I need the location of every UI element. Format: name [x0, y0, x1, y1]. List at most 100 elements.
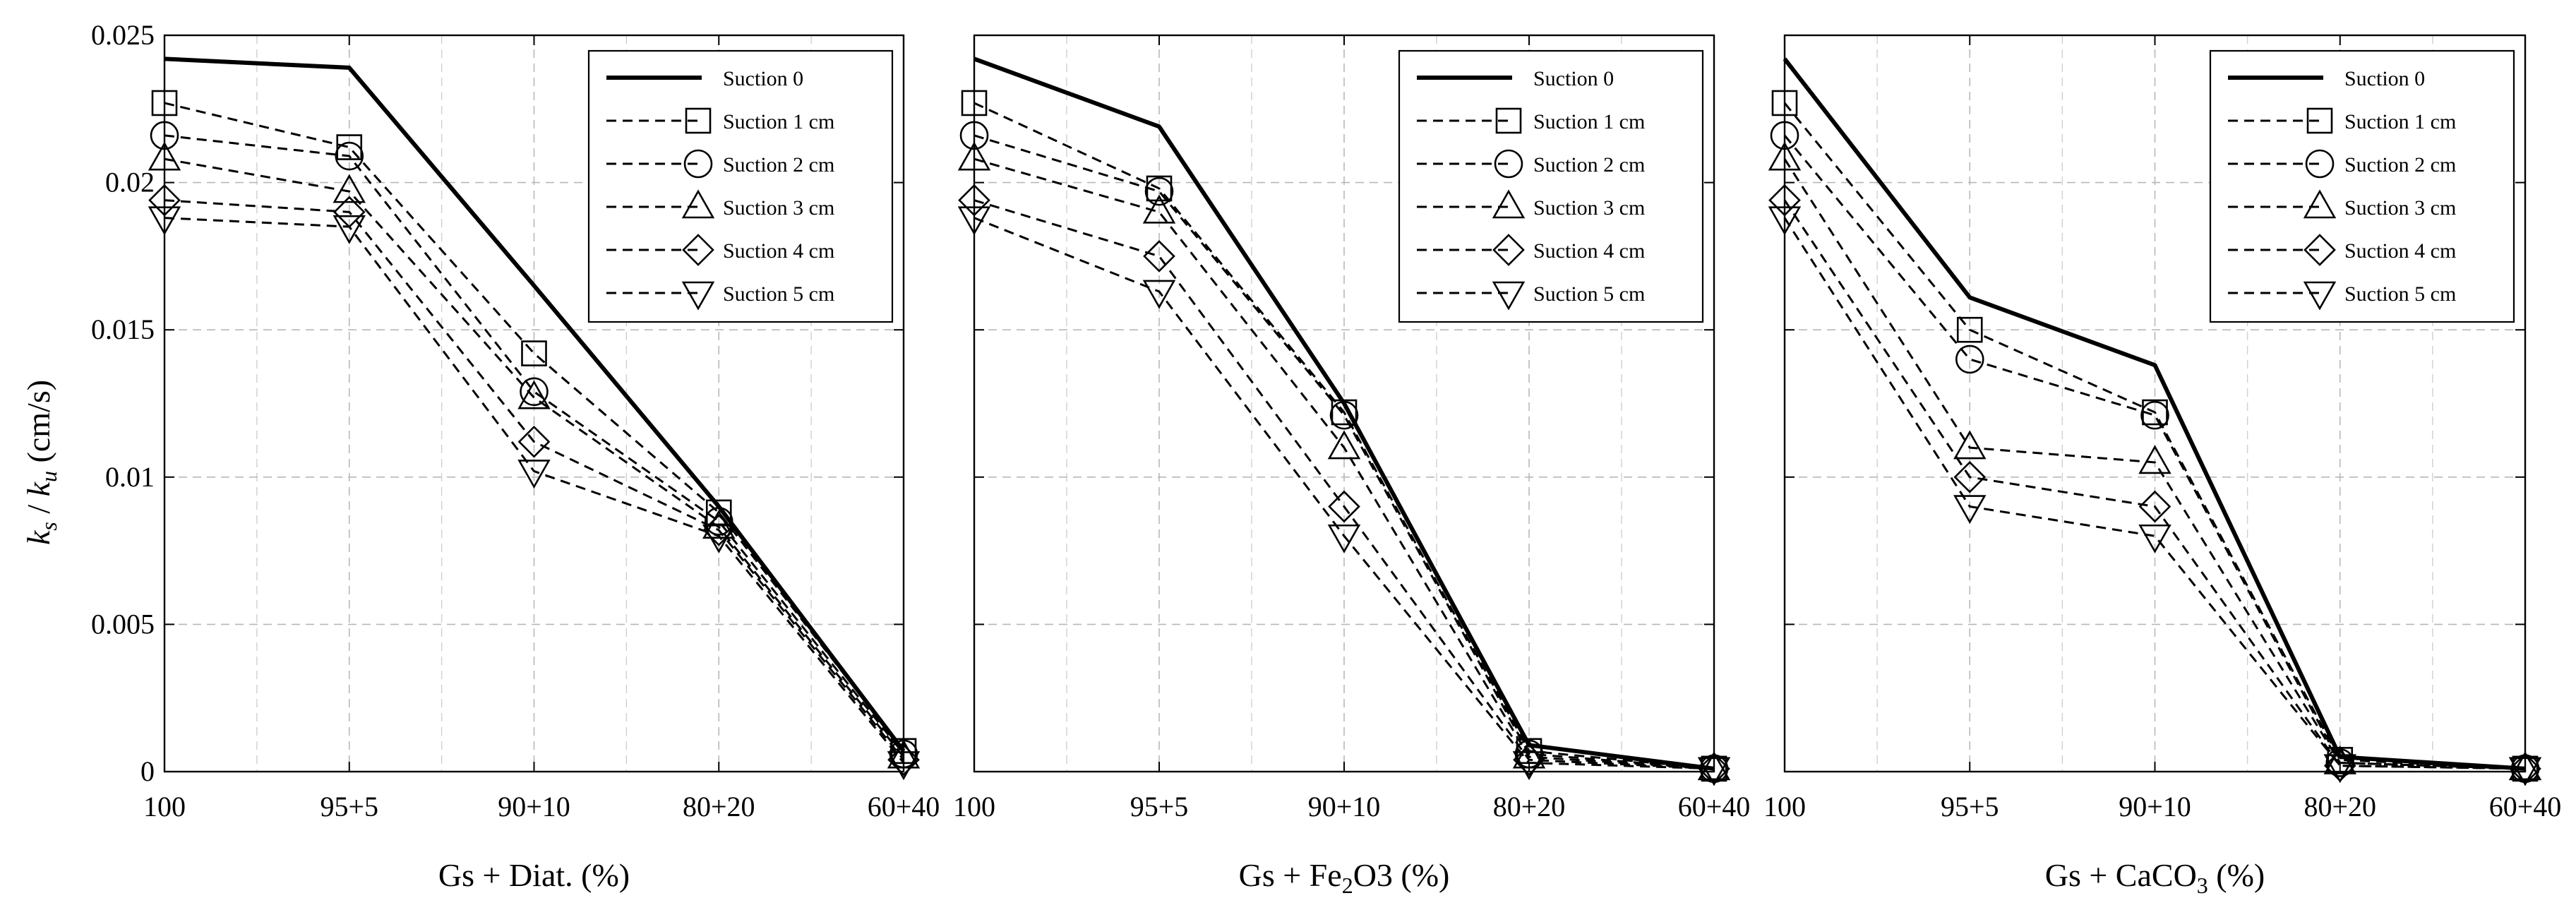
series-suction-0	[1783, 57, 2526, 771]
series-line	[974, 217, 1715, 770]
legend-label: Suction 2 cm	[723, 153, 834, 176]
legend-label: Suction 0	[2344, 67, 2425, 90]
data-point	[1955, 345, 1984, 374]
chart-panel-2: 100 95+5 90+10 80+20 60+40 Gs + Fe2O3 (%) Suct…	[953, 34, 1751, 898]
data-point	[702, 524, 736, 553]
series-suction-4-cm	[958, 184, 1730, 785]
x-tick-label: 60+40	[2489, 791, 2562, 822]
series-line	[164, 199, 905, 761]
x-axis-label: Gs + Diat. (%)	[438, 857, 630, 893]
series-line	[974, 134, 1715, 770]
legend-label: Suction 1 cm	[1533, 110, 1645, 133]
data-point	[1142, 194, 1176, 224]
data-point	[333, 174, 366, 203]
x-tick-label: 80+20	[683, 791, 755, 822]
y-tick-label: 0.01	[105, 461, 155, 493]
data-point	[150, 121, 179, 150]
data-point	[1770, 121, 1799, 150]
data-point	[521, 340, 547, 366]
series-suction-5-cm	[148, 206, 921, 781]
data-point	[2508, 757, 2542, 786]
data-point	[336, 134, 363, 160]
legend-marker	[685, 107, 712, 134]
y-tick-label: 0.015	[91, 313, 155, 345]
data-point	[1143, 240, 1175, 273]
data-point	[1513, 743, 1545, 777]
legend-box	[1398, 49, 1704, 323]
series-suction-3-cm	[1768, 141, 2542, 781]
data-point	[1768, 184, 1801, 217]
legend-marker	[1494, 149, 1523, 179]
y-axis-label: ks / ku (cm/s)	[20, 380, 61, 545]
data-point	[517, 425, 551, 458]
chart-panel-3: 100 95+5 90+10 80+20 60+40 Gs + CaCO3 (%) Suct…	[1763, 34, 2562, 898]
x-tick-label: 60+40	[868, 791, 940, 822]
data-point	[959, 121, 989, 150]
data-point	[1697, 757, 1731, 786]
data-point	[2138, 490, 2171, 523]
legend: Suction 0 Suction 1 cm Suction 2 cm Suction…	[1398, 49, 1704, 323]
data-point	[705, 499, 732, 526]
chart-panel-1: 0 0.005 0.01 0.015 0.02 0.025 100 95+5 90+10 80+2…	[91, 19, 940, 893]
data-point	[1953, 460, 1987, 493]
data-point	[957, 206, 991, 236]
x-tick-label: 95+5	[1130, 791, 1189, 822]
legend-marker	[1492, 234, 1525, 266]
x-tick-label: 95+5	[320, 791, 378, 822]
x-tick-label: 60+40	[1678, 791, 1751, 822]
data-point	[890, 738, 917, 765]
data-point	[1329, 400, 1359, 430]
data-point	[2508, 751, 2542, 781]
data-point	[151, 90, 178, 116]
x-tick-label: 80+20	[2304, 791, 2376, 822]
data-point	[517, 380, 551, 409]
legend-marker	[1492, 189, 1526, 219]
data-point	[2323, 745, 2356, 774]
legend-marker	[683, 149, 713, 179]
data-point	[148, 206, 181, 236]
legend-label: Suction 0	[723, 67, 803, 90]
series-line	[164, 157, 905, 758]
x-tick-label: 80+20	[1493, 791, 1566, 822]
legend: Suction 0 Suction 1 cm Suction 2 cm Suction…	[587, 49, 894, 323]
x-tick-label: 90+10	[498, 791, 570, 822]
data-point	[520, 377, 549, 407]
x-tick-label: 100	[1763, 791, 1806, 822]
series-suction-0	[164, 56, 906, 753]
data-point	[2323, 754, 2356, 784]
series-line	[973, 56, 1715, 771]
data-point	[2140, 400, 2169, 430]
legend: Suction 0 Suction 1 cm Suction 2 cm Suction…	[2209, 49, 2515, 323]
data-point	[148, 184, 181, 217]
data-point	[1327, 524, 1361, 553]
data-point	[1768, 206, 1802, 236]
x-tick-label: 95+5	[1941, 791, 1999, 822]
legend-marker	[681, 189, 715, 219]
data-point	[148, 141, 181, 171]
data-point	[1328, 490, 1360, 523]
legend-label: Suction 5 cm	[2344, 282, 2456, 306]
data-point	[887, 751, 921, 781]
legend-marker	[2303, 281, 2337, 311]
legend-marker	[1495, 107, 1522, 134]
series-suction-3-cm	[957, 141, 1731, 781]
data-point	[333, 215, 366, 244]
legend-box	[2209, 49, 2515, 323]
legend-label: Suction 2 cm	[1533, 153, 1645, 176]
x-tick-label: 100	[143, 791, 186, 822]
data-point	[1327, 430, 1361, 460]
series-line	[974, 157, 1715, 770]
series-line	[1783, 57, 2526, 771]
data-point	[2138, 524, 2171, 553]
legend-label: Suction 0	[1533, 67, 1614, 90]
legend-label: Suction 4 cm	[723, 239, 834, 263]
series-suction-2-cm	[150, 121, 918, 769]
series-line	[1783, 158, 2526, 770]
data-point	[887, 739, 921, 769]
legend-label: Suction 5 cm	[1533, 282, 1645, 306]
legend-label: Suction 4 cm	[2344, 239, 2456, 263]
series-line	[164, 217, 905, 764]
data-point	[517, 460, 551, 489]
